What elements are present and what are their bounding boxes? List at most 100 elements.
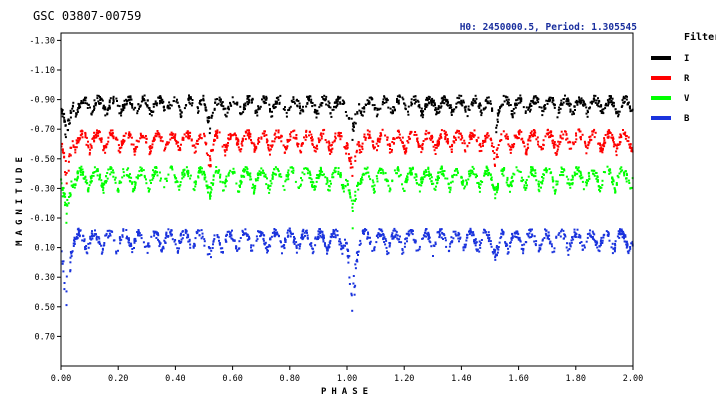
data-point [625,95,627,98]
data-point [309,174,312,176]
data-point [525,241,528,244]
data-point [292,167,295,170]
data-point [464,245,467,248]
data-point [442,98,445,101]
data-point [478,150,481,153]
data-point [446,99,449,102]
data-point [134,146,137,149]
data-point [441,96,444,99]
data-point [169,133,172,136]
data-point [101,251,104,254]
data-point [131,106,134,109]
data-point [231,229,233,232]
data-point [607,104,609,107]
data-point [125,103,128,106]
data-point [99,97,102,100]
data-point [620,136,623,139]
data-point [130,176,133,179]
data-point [366,133,369,136]
data-point [379,135,382,138]
data-point [605,230,608,233]
data-point [404,152,407,155]
data-point [165,143,167,146]
data-point [538,145,541,148]
data-point [310,137,312,140]
data-point [573,235,576,238]
data-point [205,152,208,155]
data-point [163,106,165,109]
data-point [147,244,150,247]
data-point [364,228,366,231]
data-point [621,104,624,107]
data-point [373,107,376,110]
data-point [415,179,418,182]
data-point [529,110,531,113]
data-point [325,95,328,98]
data-point [316,174,319,177]
data-point [572,143,575,146]
data-point [215,132,217,135]
data-point [315,109,318,112]
data-point [568,102,571,105]
data-point [266,251,269,254]
data-point [479,102,481,105]
data-point [95,102,97,105]
data-point [468,109,471,111]
data-point [433,149,436,152]
data-point [181,171,184,174]
data-point [268,191,271,194]
data-point [271,110,273,113]
data-point [197,175,200,178]
data-point [263,130,266,133]
data-point [89,235,92,238]
data-point [506,252,509,255]
data-point [306,172,309,175]
data-point [626,243,629,246]
data-point [273,106,276,109]
data-point [247,132,250,135]
data-point [208,155,211,158]
data-point [235,134,237,137]
data-point [532,97,535,100]
data-point [306,236,309,239]
data-point [413,176,416,179]
data-point [497,109,500,112]
data-point [595,172,598,174]
data-point [180,143,182,146]
data-point [341,252,344,255]
data-point [66,129,69,131]
data-point [371,185,374,188]
data-point [292,100,295,103]
data-point [351,206,354,209]
data-point [533,102,536,105]
data-point [560,171,563,173]
data-point [381,103,384,106]
data-point [267,245,270,248]
data-point [530,100,533,102]
data-point [144,102,147,105]
data-point [229,235,232,238]
data-point [614,188,617,191]
data-point [296,104,299,107]
data-point [596,103,599,106]
data-point [211,114,214,117]
data-point [88,151,91,154]
data-point [624,235,627,238]
data-point [71,107,74,110]
data-point [153,171,156,174]
data-point [158,135,161,138]
data-point [406,237,408,240]
data-point [561,171,564,174]
data-point [266,248,269,251]
data-point [203,244,206,247]
data-point [541,182,544,185]
data-point [153,231,156,234]
data-point [217,171,220,174]
data-point [495,188,498,191]
data-point [510,113,513,116]
data-point [141,134,144,137]
data-point [287,139,290,142]
data-point [151,174,154,177]
data-point [277,235,280,238]
data-point [122,106,125,109]
